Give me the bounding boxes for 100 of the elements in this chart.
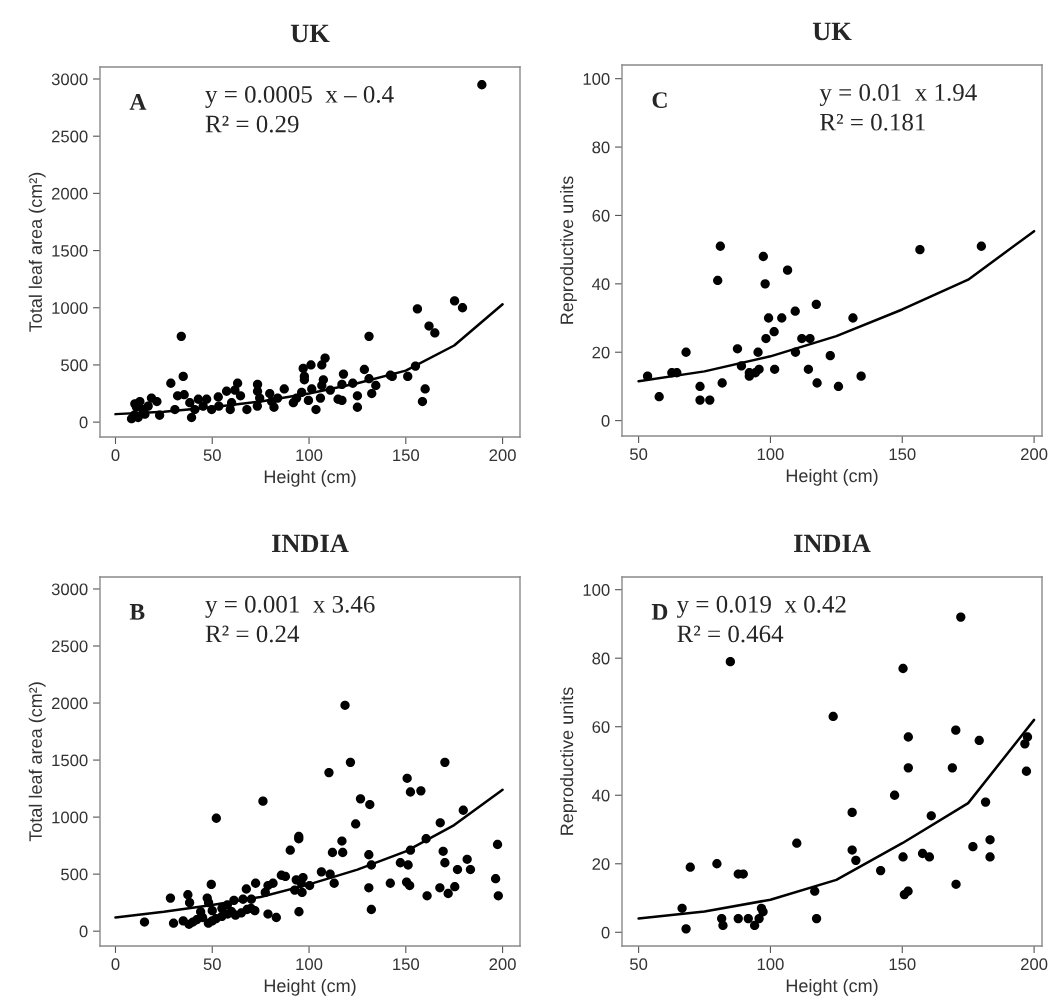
point [825, 350, 835, 361]
y-tick-label: 40 [592, 278, 610, 291]
point [681, 924, 691, 934]
y-axis-title: Total leaf area (cm²) [28, 172, 46, 332]
x-tick-label: 0 [111, 449, 120, 462]
point [974, 735, 984, 746]
x-axis-title: Height (cm) [264, 978, 356, 996]
x-tick-label: 50 [630, 448, 648, 461]
point [1021, 766, 1032, 776]
y-tick-label: 2000 [51, 187, 88, 200]
point [654, 392, 664, 402]
point [917, 848, 928, 859]
x-tick-label: 50 [203, 449, 221, 462]
x-tick-label: 150 [393, 958, 420, 971]
chart-title: UK [812, 22, 852, 41]
annotation: R² = 0.181 [820, 113, 925, 131]
point [915, 244, 925, 255]
annotation: B [129, 604, 145, 620]
y-tick-label: 80 [592, 652, 610, 665]
point [985, 835, 995, 845]
x-tick-label: 150 [393, 449, 420, 462]
point [811, 299, 821, 310]
line-series [637, 718, 1036, 920]
point [695, 395, 705, 405]
point [889, 790, 900, 800]
y-tick-label: 1500 [52, 754, 88, 767]
point [926, 811, 936, 821]
point [951, 725, 961, 735]
point [951, 879, 961, 889]
line-series [114, 788, 504, 919]
x-axis-title: Height (cm) [264, 469, 356, 487]
point [713, 275, 723, 286]
x-tick-label: 150 [889, 958, 916, 971]
point [754, 364, 764, 374]
point [848, 313, 858, 323]
point [769, 327, 779, 337]
y-tick-label: 100 [583, 73, 610, 85]
chart-title: UK [290, 24, 330, 43]
point [777, 313, 787, 323]
point [718, 920, 728, 931]
x-tick-label: 50 [203, 958, 221, 971]
y-tick-label: 2000 [51, 697, 88, 710]
x-tick-label: 200 [1021, 958, 1048, 971]
point [947, 763, 958, 773]
point [851, 855, 861, 865]
y-tick-label: 2500 [51, 640, 88, 653]
point [797, 333, 807, 344]
x-tick-label: 200 [489, 958, 516, 971]
y-tick-label: 2500 [51, 130, 88, 143]
point [1020, 739, 1030, 749]
point [903, 732, 913, 742]
y-tick-label: 40 [592, 789, 610, 802]
point [924, 852, 935, 862]
point [754, 913, 764, 924]
y-tick-label: 1000 [52, 811, 88, 824]
point [749, 920, 760, 931]
point [898, 663, 908, 674]
x-tick-label: 100 [757, 448, 784, 461]
point [790, 306, 800, 316]
point [985, 852, 995, 862]
point [828, 711, 838, 722]
point [705, 395, 715, 405]
point [792, 838, 802, 848]
annotation: R² = 0.29 [205, 115, 299, 133]
point [743, 913, 753, 924]
y-axis-title: Total leaf area (cm²) [28, 682, 46, 842]
point [810, 886, 820, 896]
point [717, 378, 727, 388]
point [758, 907, 768, 917]
point [805, 333, 815, 344]
point [712, 859, 722, 869]
y-axis-title: Reproductive units [560, 176, 577, 324]
point [681, 347, 691, 357]
y-tick-label: 1500 [52, 244, 88, 257]
point [677, 903, 687, 913]
annotation: y = 0.0005 x – 0.4 [205, 85, 394, 108]
point [732, 344, 743, 354]
point [753, 347, 763, 357]
y-tick-label: 3000 [51, 73, 88, 86]
point [899, 889, 910, 900]
point [898, 852, 908, 862]
line-series [637, 229, 1036, 383]
y-tick-label: 0 [601, 926, 610, 939]
point [725, 656, 736, 667]
chart-title: INDIA [794, 534, 871, 553]
point [968, 841, 978, 852]
x-tick-label: 200 [1021, 448, 1048, 461]
point [736, 361, 747, 371]
x-axis-title: Height (cm) [786, 978, 878, 996]
point [956, 612, 966, 622]
y-tick-label: 60 [592, 721, 610, 733]
y-tick-label: 500 [61, 868, 88, 881]
point [903, 763, 913, 773]
annotation: R² = 0.464 [677, 625, 784, 643]
point [856, 371, 866, 381]
point [790, 347, 801, 357]
point [761, 333, 771, 344]
point [980, 797, 991, 807]
annotation: y = 0.019 x 0.42 [676, 595, 846, 618]
point [811, 913, 822, 924]
